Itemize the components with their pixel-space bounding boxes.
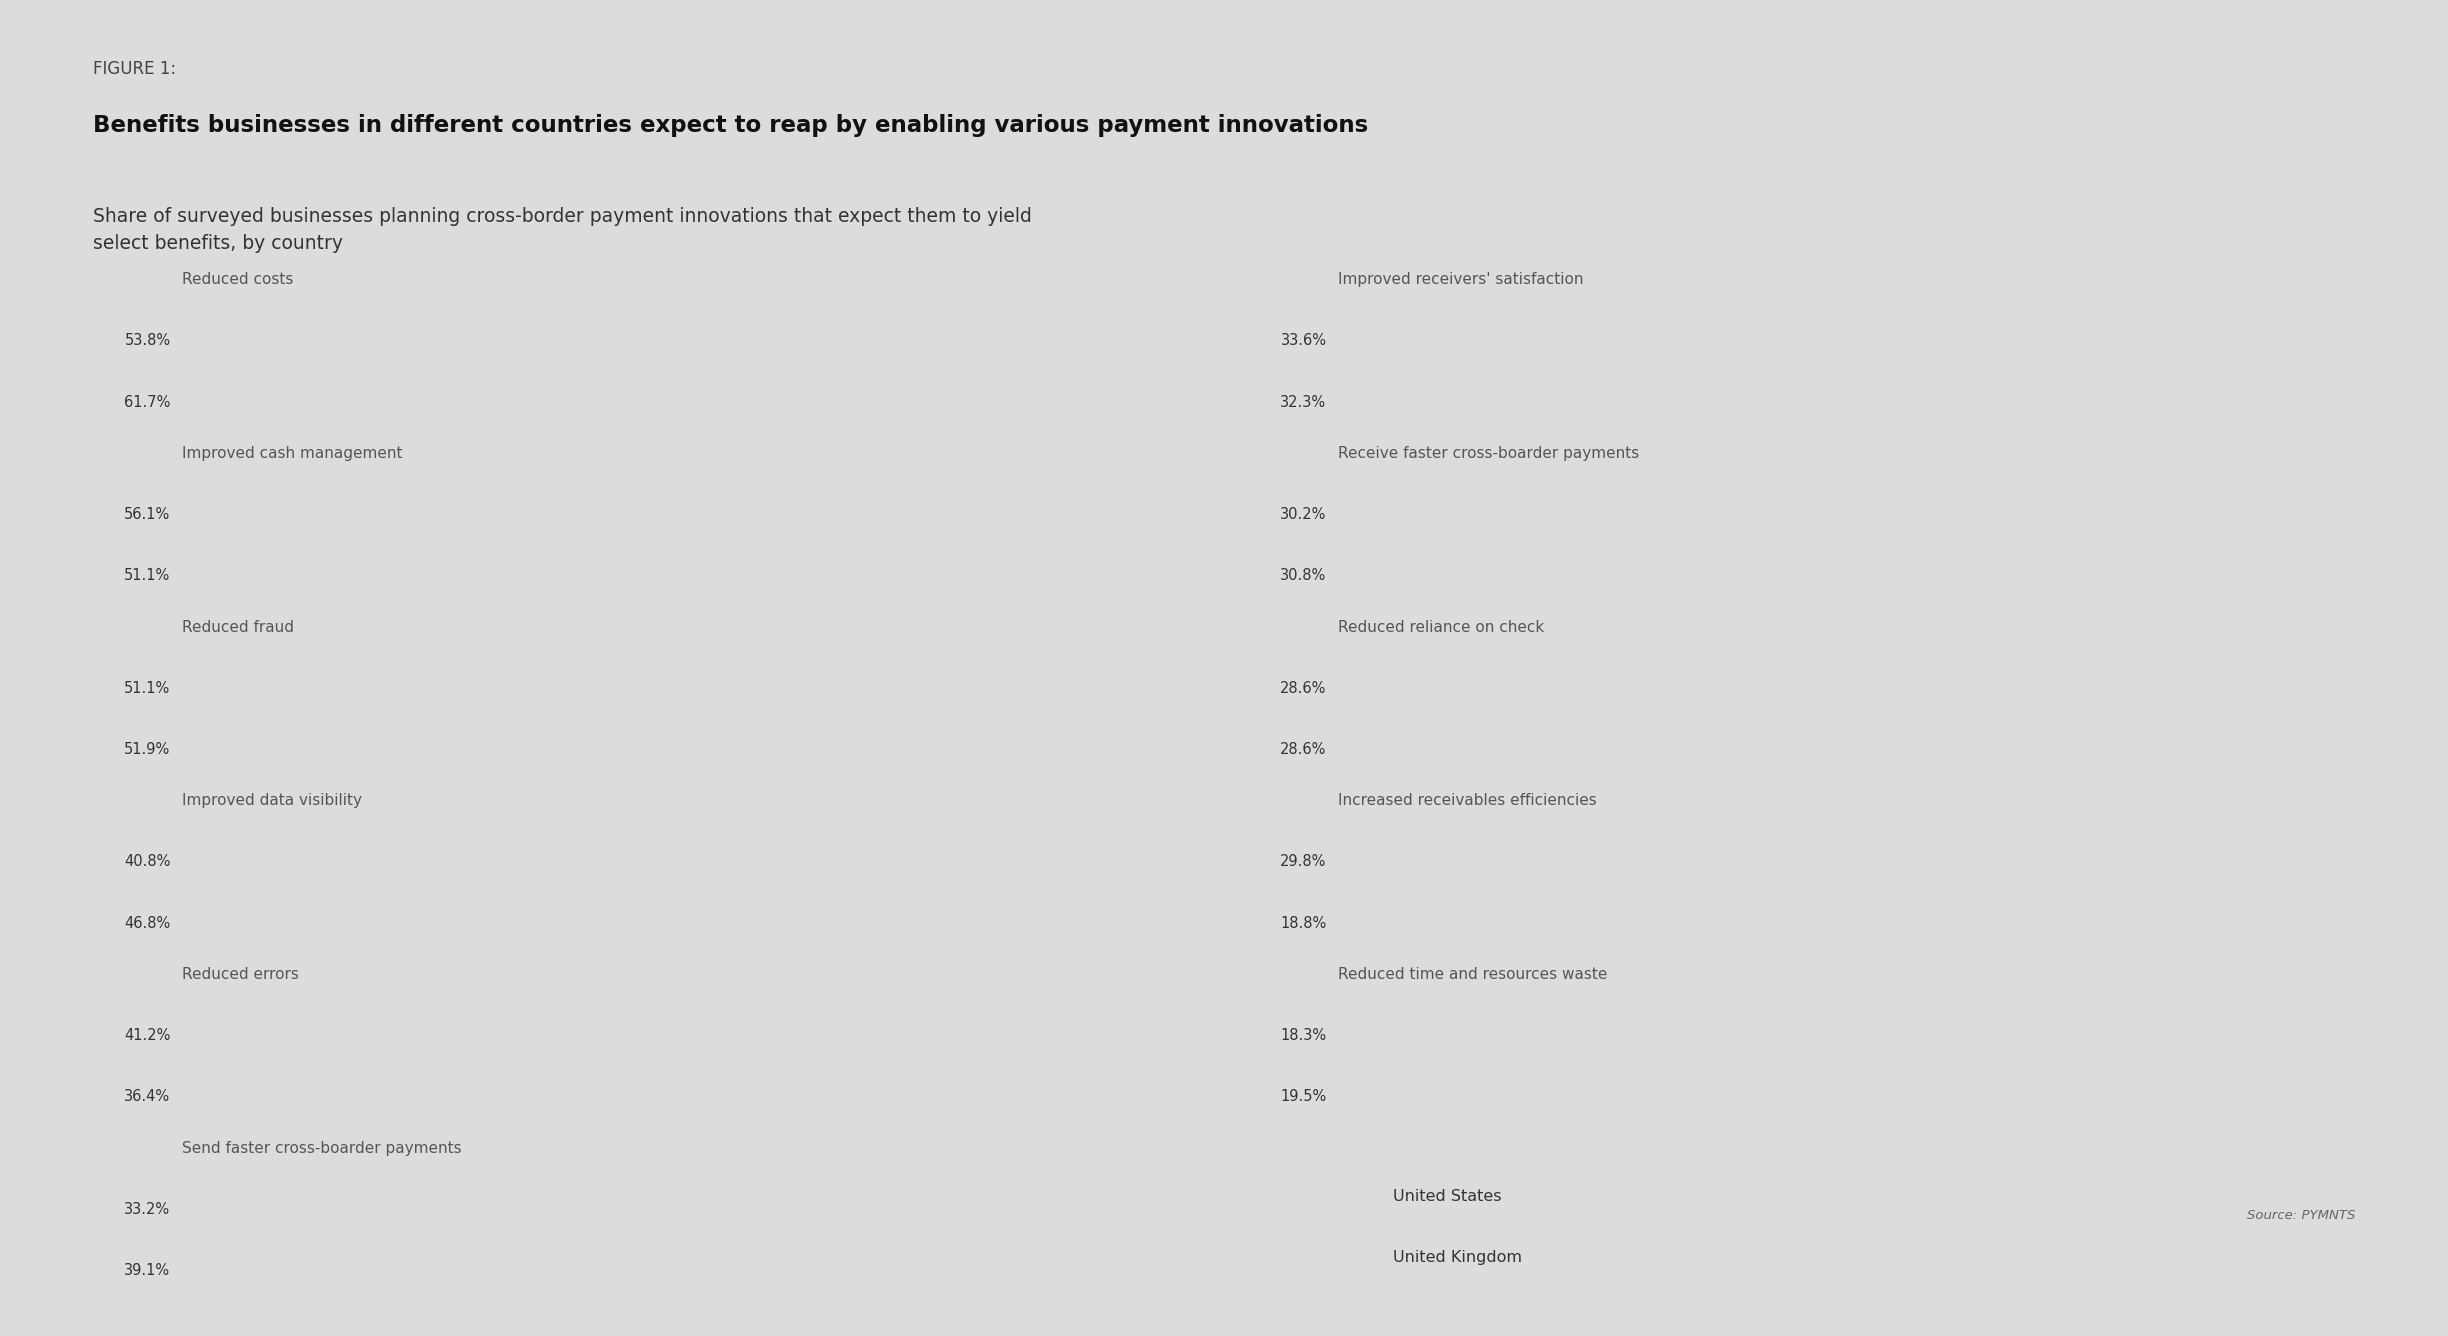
Text: Improved receivers' satisfaction: Improved receivers' satisfaction [1337, 273, 1584, 287]
Text: Reduced costs: Reduced costs [181, 273, 294, 287]
Text: United Kingdom: United Kingdom [1393, 1249, 1523, 1265]
Text: 61.7%: 61.7% [125, 394, 171, 410]
Text: Receive faster cross-boarder payments: Receive faster cross-boarder payments [1337, 446, 1638, 461]
Text: Reduced errors: Reduced errors [181, 967, 299, 982]
Text: Share of surveyed businesses planning cross-border payment innovations that expe: Share of surveyed businesses planning cr… [93, 207, 1033, 253]
Text: 46.8%: 46.8% [125, 915, 171, 931]
Text: 51.1%: 51.1% [125, 568, 171, 584]
Text: Improved data visibility: Improved data visibility [181, 794, 362, 808]
Text: FIGURE 1:: FIGURE 1: [93, 60, 176, 77]
Text: 32.3%: 32.3% [1280, 394, 1327, 410]
Text: 18.8%: 18.8% [1280, 915, 1327, 931]
Text: 28.6%: 28.6% [1280, 741, 1327, 758]
Text: 28.6%: 28.6% [1280, 680, 1327, 696]
Text: Source: PYMNTS: Source: PYMNTS [2247, 1209, 2355, 1222]
Text: 41.2%: 41.2% [125, 1027, 171, 1043]
Text: 33.6%: 33.6% [1280, 333, 1327, 349]
Text: 33.2%: 33.2% [125, 1201, 171, 1217]
Text: 29.8%: 29.8% [1280, 854, 1327, 870]
Text: 18.3%: 18.3% [1280, 1027, 1327, 1043]
Text: Improved cash management: Improved cash management [181, 446, 401, 461]
Text: 19.5%: 19.5% [1280, 1089, 1327, 1105]
Text: United States: United States [1393, 1189, 1501, 1204]
Text: 51.1%: 51.1% [125, 680, 171, 696]
Text: 39.1%: 39.1% [125, 1263, 171, 1279]
Text: Reduced time and resources waste: Reduced time and resources waste [1337, 967, 1606, 982]
Text: 30.8%: 30.8% [1280, 568, 1327, 584]
Text: 40.8%: 40.8% [125, 854, 171, 870]
Text: Increased receivables efficiencies: Increased receivables efficiencies [1337, 794, 1596, 808]
Text: 51.9%: 51.9% [125, 741, 171, 758]
Text: 36.4%: 36.4% [125, 1089, 171, 1105]
Text: Reduced fraud: Reduced fraud [181, 620, 294, 635]
Text: 53.8%: 53.8% [125, 333, 171, 349]
Text: Benefits businesses in different countries expect to reap by enabling various pa: Benefits businesses in different countri… [93, 114, 1368, 136]
Text: Send faster cross-boarder payments: Send faster cross-boarder payments [181, 1141, 460, 1156]
Text: 30.2%: 30.2% [1280, 506, 1327, 522]
Text: Reduced reliance on check: Reduced reliance on check [1337, 620, 1545, 635]
Text: 56.1%: 56.1% [125, 506, 171, 522]
